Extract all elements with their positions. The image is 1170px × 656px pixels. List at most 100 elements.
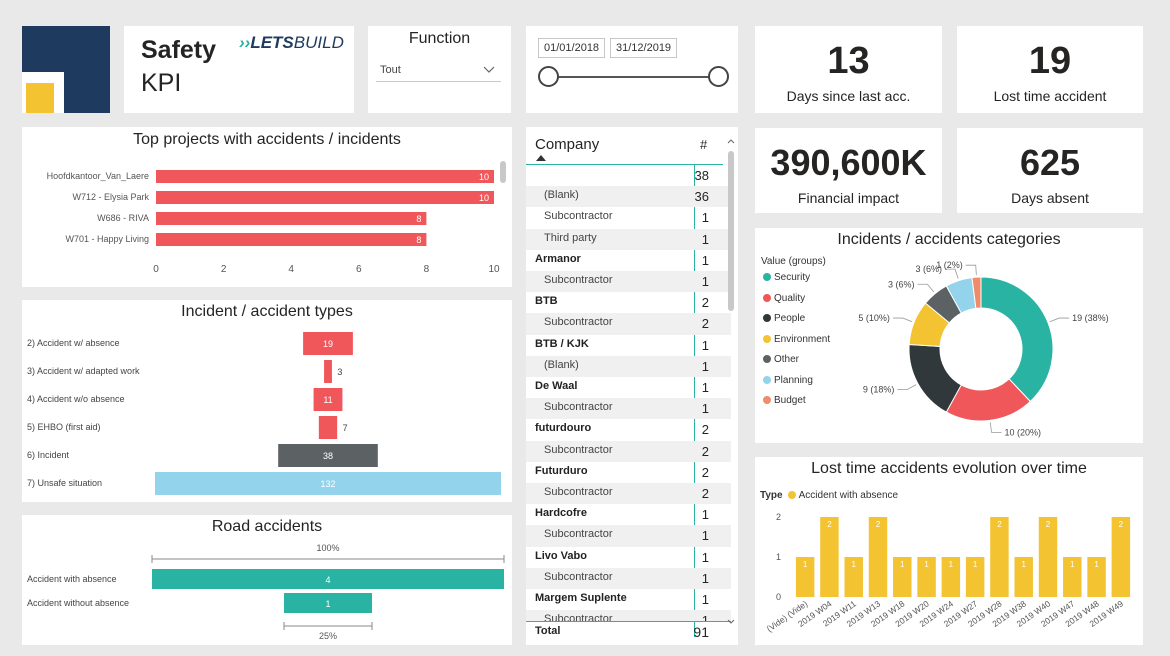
donut-data-label: 1 (2%) — [936, 260, 963, 270]
count-cell: 1 — [701, 401, 709, 417]
table-row[interactable]: futurdouro 2 — [526, 419, 731, 440]
legend-item-quality[interactable]: Quality — [763, 293, 805, 304]
donut-slice-security — [980, 276, 1054, 403]
company-name-cell: Subcontractor — [544, 401, 613, 414]
legend-dot-icon — [763, 273, 771, 281]
legend-label: Quality — [774, 292, 806, 304]
company-name-cell: BTB / KJK — [535, 337, 589, 350]
scroll-down-icon[interactable] — [727, 619, 735, 624]
company-column-header[interactable]: Company — [535, 136, 600, 153]
table-row[interactable]: (Blank) 1 — [526, 355, 731, 377]
count-column-header[interactable]: # — [700, 137, 708, 152]
type-bar — [318, 416, 338, 439]
date-slider-end-handle[interactable] — [708, 66, 729, 87]
table-row[interactable]: Subcontractor 1 — [526, 207, 731, 228]
road-accidents-chart: Road accidents 100% Accident with absence… — [22, 515, 512, 645]
page-title-line2: KPI — [141, 69, 182, 97]
table-row[interactable]: Livo Vabo 1 — [526, 547, 731, 568]
company-name-cell: Subcontractor — [544, 613, 613, 622]
logo-yellow-block — [26, 83, 54, 113]
table-row[interactable]: BTB / KJK 1 — [526, 335, 731, 356]
donut-leader-line — [917, 283, 935, 293]
donut-data-label: 3 (6%) — [888, 279, 915, 289]
legend-item-security[interactable]: Security — [763, 272, 810, 283]
type-bar-value: 19 — [323, 339, 333, 349]
project-bar-value: 8 — [416, 235, 421, 245]
donut-data-label: 10 (20%) — [1005, 427, 1042, 437]
table-row[interactable]: (Blank) 36 — [526, 186, 731, 208]
road-bar-value: 4 — [325, 575, 330, 585]
count-cell: 38 — [694, 168, 709, 183]
type-bar-value: 38 — [323, 451, 333, 461]
type-bar — [155, 472, 501, 495]
evo-bar — [917, 557, 936, 597]
date-slider-track[interactable] — [548, 76, 718, 78]
legend-item-budget[interactable]: Budget — [763, 395, 806, 406]
kpi-financial-value: 390,600K — [770, 142, 927, 183]
table-row[interactable]: Armanor 1 — [526, 250, 731, 271]
table-row[interactable]: Subcontractor 1 — [526, 610, 731, 622]
table-row[interactable]: Subcontractor 1 — [526, 398, 731, 420]
company-name-cell: Subcontractor — [544, 443, 613, 456]
count-cell: 1 — [701, 380, 709, 395]
type-bar — [278, 444, 378, 467]
start-date-input[interactable]: 01/01/2018 — [538, 38, 606, 58]
table-row[interactable]: Margem Suplente 1 — [526, 589, 731, 610]
top-projects-chart: Top projects with accidents / incidents … — [22, 127, 512, 287]
donut-data-label: 9 (18%) — [863, 384, 895, 394]
table-scrollbar[interactable] — [725, 135, 737, 635]
table-row[interactable]: Third party 1 — [526, 228, 731, 250]
top-projects-scrollbar[interactable] — [500, 161, 506, 183]
evolution-legend-title: Type — [760, 490, 783, 501]
top-projects-svg: Hoofdkantoor_Van_Laere 10 W712 - Elysia Pa… — [47, 170, 500, 275]
table-row[interactable]: Subcontractor 1 — [526, 567, 731, 589]
table-row[interactable]: Subcontractor 2 — [526, 313, 731, 335]
project-bar — [156, 191, 494, 204]
evo-bar — [820, 517, 839, 597]
count-cell: 1 — [701, 570, 709, 586]
count-cell: 1 — [701, 274, 709, 289]
table-row[interactable]: Subcontractor 2 — [526, 440, 731, 462]
table-row[interactable]: Subcontractor 2 — [526, 483, 731, 505]
legend-item-environment[interactable]: Environment — [763, 334, 830, 345]
table-row[interactable]: Subcontractor 1 — [526, 525, 731, 547]
legend-dot-icon — [763, 314, 771, 322]
legend-item-people[interactable]: People — [763, 313, 805, 324]
end-date-input[interactable]: 31/12/2019 — [610, 38, 678, 58]
table-row[interactable]: Subcontractor 1 — [526, 271, 731, 293]
date-slider-start-handle[interactable] — [538, 66, 559, 87]
scroll-up-icon[interactable] — [727, 139, 735, 144]
header-divider — [526, 164, 723, 165]
company-name-cell: Armanor — [535, 252, 581, 265]
type-bar — [303, 332, 353, 355]
count-cell: 1 — [701, 507, 709, 523]
project-label: W701 - Happy Living — [65, 234, 149, 244]
kpi-card-days-absent: 625 Days absent — [957, 128, 1143, 213]
company-name-cell: Subcontractor — [544, 486, 613, 498]
company-name-cell: Hardcofre — [535, 507, 587, 520]
type-label: 4) Accident w/o absence — [27, 394, 125, 404]
evo-bar-value: 1 — [851, 560, 856, 569]
table-row[interactable]: De Waal 1 — [526, 377, 731, 398]
chevron-down-icon — [483, 66, 495, 73]
legend-item-planning[interactable]: Planning — [763, 375, 813, 386]
function-dropdown[interactable]: Tout — [376, 60, 501, 82]
table-row[interactable]: 38 — [526, 165, 731, 186]
company-name-cell: Margem Suplente — [535, 592, 627, 604]
table-row[interactable]: Futurduro 2 — [526, 462, 731, 483]
evo-bar — [868, 517, 888, 597]
evo-bar-value: 1 — [949, 560, 954, 569]
evolution-title: Lost time accidents evolution over time — [811, 460, 1087, 477]
evo-bar — [965, 557, 985, 597]
sort-ascending-icon[interactable] — [536, 155, 546, 161]
type-bar-value: 11 — [323, 395, 332, 405]
table-scroll-thumb[interactable] — [728, 151, 734, 311]
legend-item-other[interactable]: Other — [763, 354, 799, 365]
evo-bar — [941, 557, 961, 597]
project-x-tick: 6 — [356, 264, 362, 275]
table-total-label: Total — [535, 625, 561, 637]
project-label: W712 - Elysia Park — [72, 192, 149, 202]
table-row[interactable]: Hardcofre 1 — [526, 504, 731, 525]
categories-legend-title: Value (groups) — [761, 256, 826, 267]
table-row[interactable]: BTB 2 — [526, 292, 731, 313]
